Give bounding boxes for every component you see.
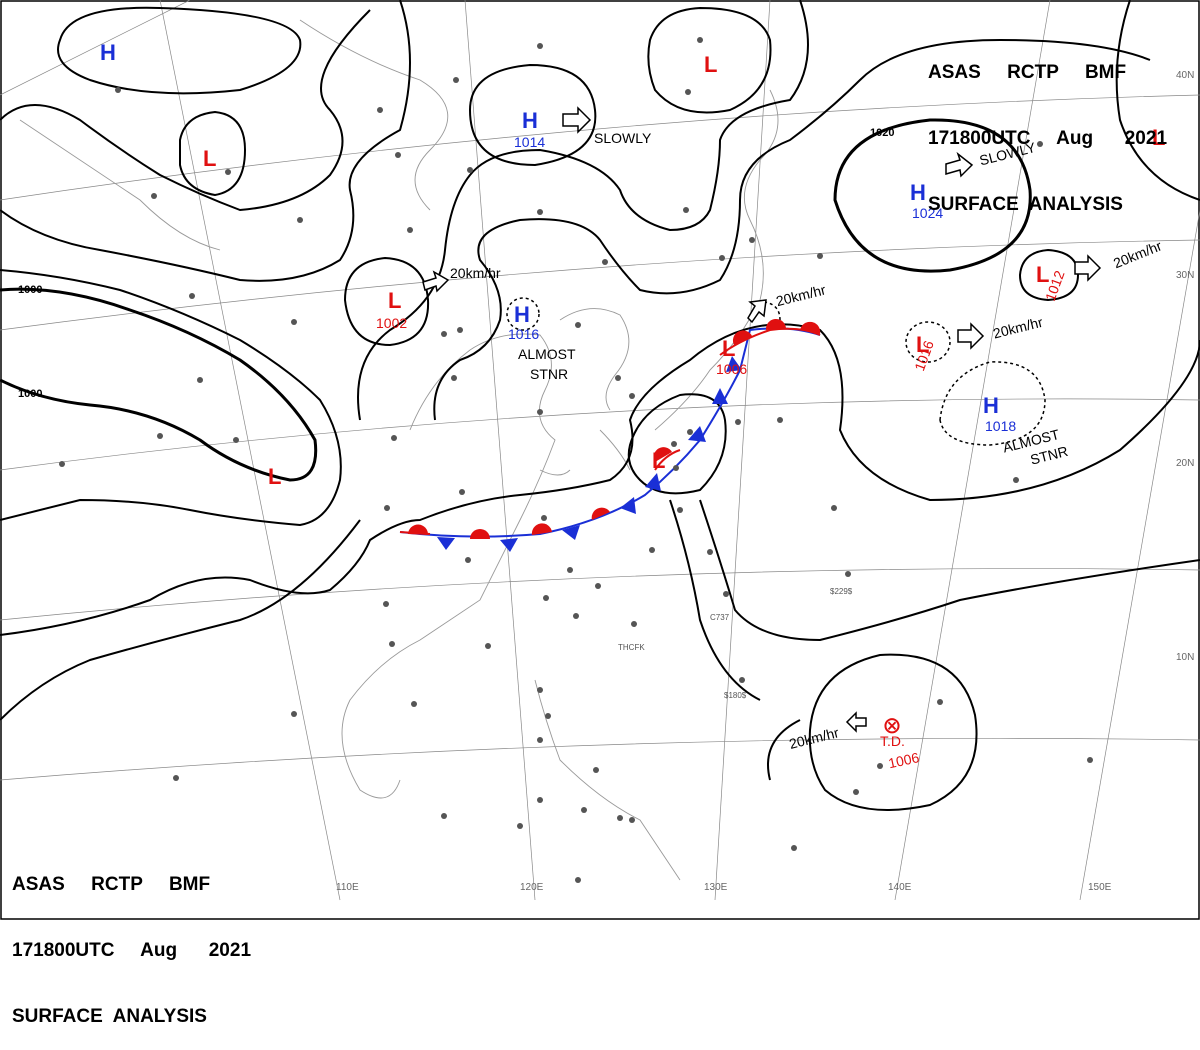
latitude-labels: 40N 30N 20N 10N	[1176, 70, 1194, 663]
station-label: THCFK	[618, 643, 645, 652]
latitude-label: 30N	[1176, 270, 1194, 281]
td-value: 1006	[887, 749, 921, 771]
header-line-2: 171800UTC Aug 2021	[12, 940, 252, 961]
stationary-front	[399, 318, 821, 552]
high-symbol: H	[514, 302, 530, 327]
longitude-label: 150E	[1088, 882, 1112, 893]
tropical-depression: ⨂ T.D. 1006	[880, 717, 921, 771]
station-label: C737	[710, 613, 730, 622]
longitude-label: 140E	[888, 882, 912, 893]
high-symbol: H	[100, 40, 116, 65]
longitude-label: 120E	[520, 882, 544, 893]
isobar-label: 1000	[18, 284, 42, 296]
isobar-labels: 1000 1000 1020	[18, 127, 894, 400]
low-symbol: L	[388, 288, 401, 313]
longitude-labels: 110E 120E 130E 140E 150E	[336, 882, 1112, 893]
longitude-label: 110E	[336, 882, 359, 893]
td-symbol: ⨂	[884, 717, 900, 734]
high-pressure-centers: H H 1014 H 1016 H 1024 H 1018	[100, 40, 1016, 434]
low-symbol: L	[1152, 125, 1165, 150]
map-frame	[0, 0, 1200, 920]
status-almost: ALMOST	[518, 346, 576, 362]
td-label: T.D.	[880, 733, 905, 749]
status-stnr: STNR	[530, 366, 568, 382]
station-plots	[59, 37, 1093, 883]
isobars	[0, 0, 1200, 811]
high-value: 1018	[985, 418, 1016, 434]
header-line-3: SURFACE ANALYSIS	[12, 1006, 207, 1027]
low-symbol: L	[203, 146, 216, 171]
weather-map: 1000 1000 1020 H H 1014 H 1016 H 1024 H …	[0, 0, 1200, 920]
low-symbol: L	[916, 332, 929, 357]
low-pressure-centers: L L 1002 L L 1006 L 1016 L 1012 L L L	[203, 52, 1165, 489]
header-bottom-left: ASAS RCTP BMF 171800UTC Aug 2021 SURFACE…	[12, 830, 251, 1050]
longitude-label: 130E	[704, 882, 728, 893]
latitude-label: 10N	[1176, 652, 1194, 663]
high-value: 1016	[508, 326, 539, 342]
low-symbol: L	[704, 52, 717, 77]
latitude-label: 20N	[1176, 458, 1194, 469]
header-top-right: ASAS RCTP BMF 171800UTC Aug 2021 SURFACE…	[928, 18, 1167, 238]
header-line-2: 171800UTC Aug 2021	[928, 128, 1168, 149]
header-line-3: SURFACE ANALYSIS	[928, 194, 1123, 215]
motion-arrows	[422, 106, 1102, 733]
station-label: $180$	[724, 691, 747, 700]
movement-slowly: SLOWLY	[594, 130, 652, 146]
isobar-label: 1020	[870, 127, 894, 139]
high-value: 1014	[514, 134, 545, 150]
high-symbol: H	[522, 108, 538, 133]
low-value: 1006	[716, 361, 747, 377]
low-symbol: L	[722, 336, 735, 361]
low-symbol: L	[652, 448, 665, 473]
graticule	[0, 0, 1200, 901]
latitude-label: 40N	[1176, 70, 1194, 81]
high-value: 1024	[912, 205, 943, 221]
station-label: $229$	[830, 587, 853, 596]
high-symbol: H	[910, 180, 926, 205]
station-annotations: THCFK C737 $229$ $180$	[618, 587, 853, 700]
low-symbol: L	[1036, 262, 1049, 287]
header-line-1: ASAS RCTP BMF	[928, 62, 1127, 83]
header-line-1: ASAS RCTP BMF	[12, 874, 211, 895]
front-warm-semicircles	[408, 318, 821, 539]
low-value: 1002	[376, 315, 407, 331]
low-symbol: L	[268, 464, 281, 489]
high-symbol: H	[983, 393, 999, 418]
movement-speed: 20km/hr	[450, 265, 501, 281]
isobar-label: 1000	[18, 388, 42, 400]
front-cold-triangles	[437, 356, 742, 552]
